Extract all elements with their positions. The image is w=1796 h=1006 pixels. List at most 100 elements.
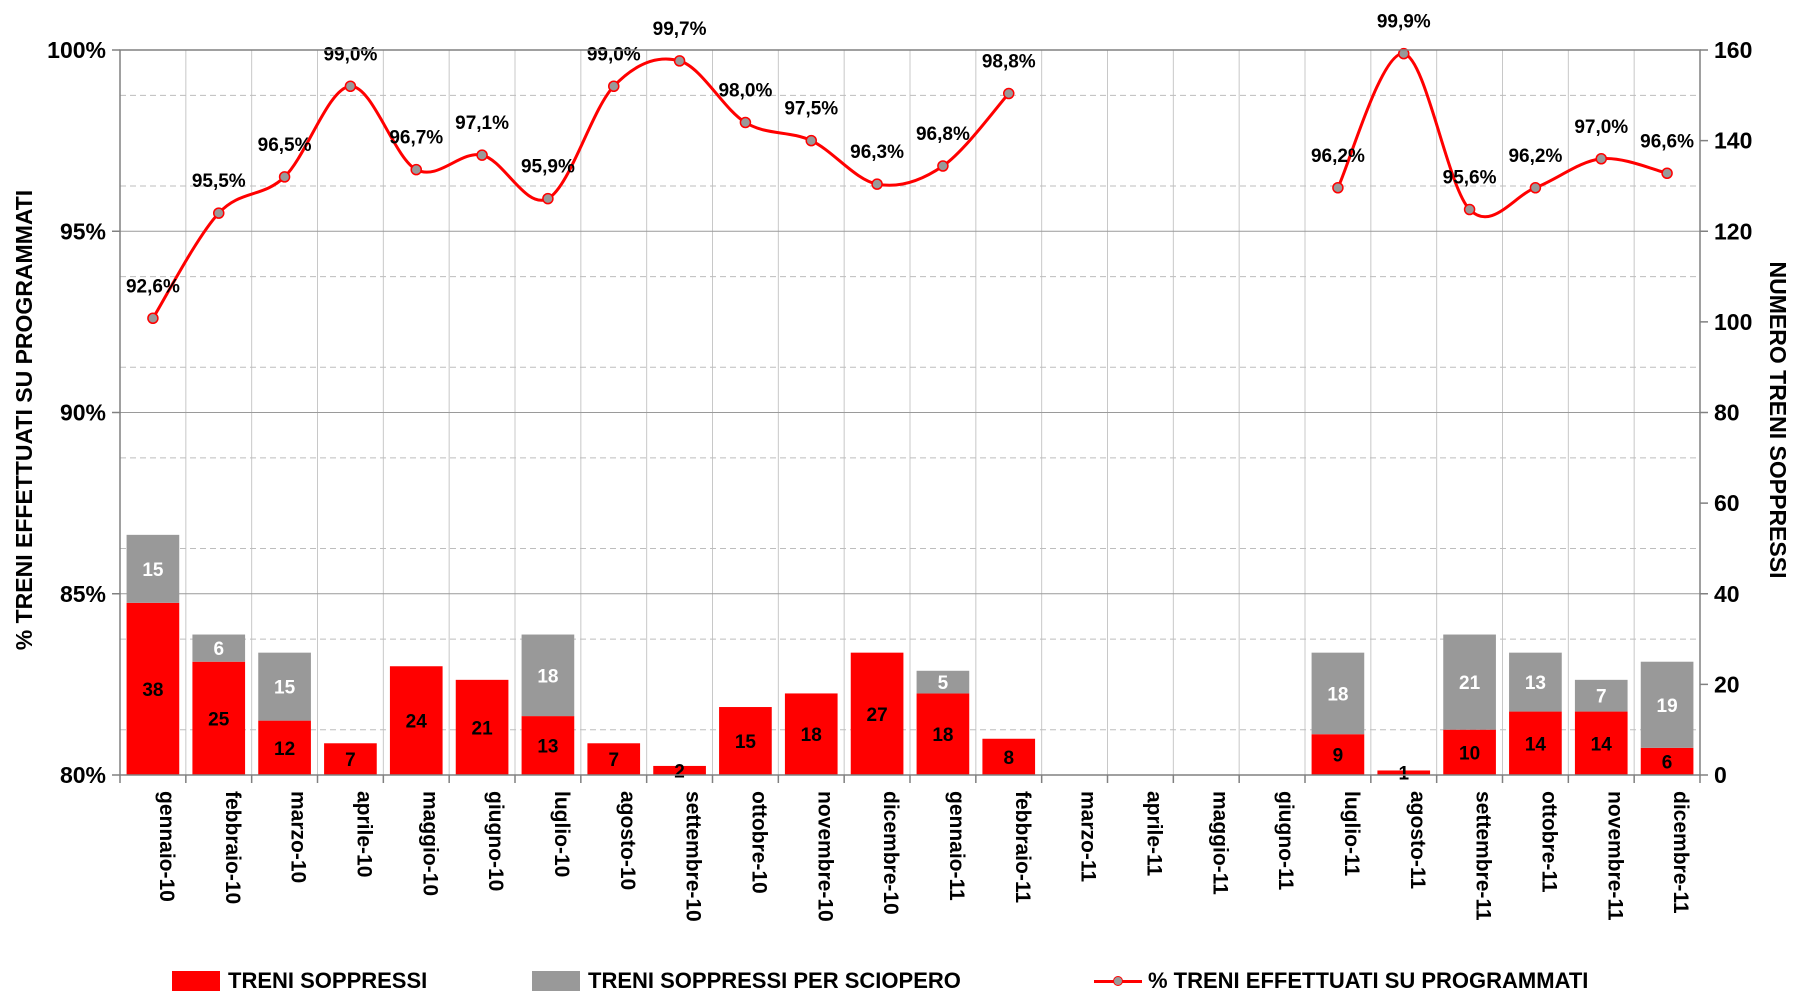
- x-tick-label: ottobre-10: [747, 791, 770, 894]
- line-data-label: 96,8%: [916, 124, 970, 145]
- bar-label-treni-soppressi: 25: [208, 709, 230, 730]
- line-data-label: 99,7%: [653, 19, 707, 40]
- bar-treni-soppressi: [258, 720, 311, 775]
- line-point: [805, 134, 817, 147]
- bar-treni-sciopero: [1311, 652, 1365, 735]
- line-point: [410, 163, 422, 176]
- bar-treni-soppressi: [1509, 711, 1562, 775]
- bar-label-treni-soppressi: 2: [674, 761, 685, 782]
- x-tick-label: settembre-10: [682, 791, 705, 922]
- line-point: [937, 160, 949, 172]
- line-point: [1463, 203, 1476, 216]
- y-tick-label-left: 100%: [47, 37, 106, 63]
- bar-label-treni-soppressi: 18: [932, 725, 953, 746]
- x-tick-label: luglio-11: [1340, 791, 1363, 877]
- bar-label-treni-soppressi: 21: [472, 718, 494, 739]
- line-data-label: 95,6%: [1443, 168, 1497, 189]
- y-tick-label-right: 40: [1714, 581, 1740, 607]
- bar-label-treni-sciopero: 7: [1596, 687, 1607, 708]
- y-tick-label-left: 85%: [60, 581, 106, 607]
- percent-line: 92,6% 95,5% 96,5% 99,0% 96,7% 97,1% 95,9% 99,0%…: [126, 12, 1694, 324]
- line-point: [1003, 87, 1015, 100]
- y-tick-label-right: 140: [1714, 128, 1752, 154]
- line-point: [1332, 182, 1344, 194]
- bar-treni-soppressi: [1640, 747, 1694, 775]
- bar-treni-sciopero: [521, 634, 575, 717]
- bar-treni-soppressi: [455, 679, 509, 775]
- legend: TRENI SOPPRESSI TRENI SOPPRESSI PER SCIO…: [0, 968, 1796, 998]
- y-tick-label-right: 120: [1714, 218, 1752, 244]
- bar-treni-soppressi: [1574, 711, 1628, 775]
- y-tick-label-left: 95%: [60, 218, 106, 244]
- bar-treni-sciopero: [1443, 634, 1496, 730]
- y-tick-label-right: 100: [1714, 309, 1752, 335]
- bar-treni-soppressi: [126, 602, 180, 775]
- line-point: [739, 116, 752, 129]
- x-tick-label: novembre-10: [813, 791, 836, 922]
- x-tick-label: giugno-10: [484, 791, 507, 891]
- bar-treni-soppressi: [1377, 770, 1431, 775]
- line-data-label: 92,6%: [126, 276, 180, 297]
- bar-treni-soppressi: [389, 666, 443, 775]
- bar-treni-soppressi: [916, 693, 970, 775]
- bar-label-treni-soppressi: 10: [1459, 743, 1480, 764]
- line-data-label: 97,0%: [1574, 117, 1628, 138]
- bar-treni-soppressi: [784, 693, 838, 775]
- bar-label-treni-soppressi: 14: [1525, 734, 1547, 755]
- x-tick-label: gennaio-11: [945, 791, 968, 901]
- legend-swatch-gray: [532, 971, 580, 991]
- bar-label-treni-soppressi: 7: [608, 750, 619, 771]
- bar-label-treni-sciopero: 18: [537, 666, 558, 687]
- line-data-label: 96,2%: [1508, 146, 1562, 167]
- line-data-label: 98,0%: [718, 81, 772, 102]
- x-tick-label: dicembre-11: [1669, 791, 1692, 914]
- line-point: [1398, 47, 1410, 60]
- line-point: [278, 171, 291, 183]
- line-data-label: 96,6%: [1640, 131, 1694, 152]
- line-point: [1595, 153, 1607, 165]
- line-point: [871, 178, 883, 190]
- bar-label-treni-sciopero: 18: [1327, 684, 1348, 705]
- line-point: [344, 80, 357, 92]
- x-tick-label: agosto-11: [1406, 791, 1429, 889]
- x-tick-label: novembre-11: [1603, 791, 1626, 921]
- y-axis-label-right: NUMERO TRENI SOPPRESSI: [1765, 262, 1791, 579]
- x-tick-label: gennaio-10: [155, 791, 178, 902]
- y-tick-label-right: 60: [1714, 490, 1740, 516]
- x-tick-label: settembre-11: [1472, 791, 1495, 921]
- y-tick-label-right: 20: [1714, 671, 1740, 697]
- legend-label-percent: % TRENI EFFETTUATI SU PROGRAMMATI: [1148, 968, 1589, 993]
- bar-label-treni-sciopero: 6: [213, 639, 224, 660]
- line-data-label: 96,7%: [389, 128, 443, 149]
- bar-label-treni-soppressi: 24: [406, 712, 428, 733]
- x-tick-label: febbraio-11: [1011, 791, 1034, 903]
- axes: 80% 85% 90% 95% 100% 0 20 40 60 80 100 120 140 160 gen…: [47, 37, 1752, 922]
- legend-item-sciopero: TRENI SOPPRESSI PER SCIOPERO: [532, 968, 961, 994]
- x-tick-label: luglio-10: [550, 791, 573, 877]
- legend-label-sciopero: TRENI SOPPRESSI PER SCIOPERO: [588, 968, 961, 993]
- x-tick-label: maggio-11: [1208, 791, 1231, 895]
- y-tick-label-right: 160: [1714, 37, 1752, 63]
- legend-item-soppressi: TRENI SOPPRESSI: [172, 968, 427, 994]
- bar-treni-sciopero: [192, 634, 246, 662]
- line-point: [476, 149, 488, 161]
- bar-label-treni-sciopero: 13: [1525, 673, 1546, 694]
- bar-treni-sciopero: [126, 534, 180, 603]
- bar-label-treni-soppressi: 7: [345, 750, 356, 771]
- line-data-label: 96,5%: [258, 135, 312, 156]
- bar-label-treni-soppressi: 14: [1591, 734, 1613, 755]
- bar-treni-sciopero: [1574, 679, 1628, 712]
- x-tick-label: agosto-10: [616, 791, 639, 890]
- x-tick-label: maggio-10: [418, 791, 441, 896]
- bar-label-treni-sciopero: 5: [938, 673, 949, 694]
- legend-label-soppressi: TRENI SOPPRESSI: [228, 968, 428, 993]
- bar-label-treni-sciopero: 21: [1459, 673, 1481, 694]
- line-data-label: 99,0%: [323, 44, 377, 65]
- bar-label-treni-sciopero: 15: [142, 560, 164, 581]
- line-point: [1661, 167, 1673, 179]
- bar-treni-soppressi: [653, 765, 706, 775]
- line-point: [608, 80, 620, 92]
- bar-labels: 38 15 25 6 12 15 7 24 21 13 18 7 2 15 18 27 18 5 8 9 18 1 10 21…: [142, 560, 1677, 785]
- line-data-label: 99,0%: [587, 44, 641, 65]
- bar-label-treni-soppressi: 8: [1003, 748, 1014, 769]
